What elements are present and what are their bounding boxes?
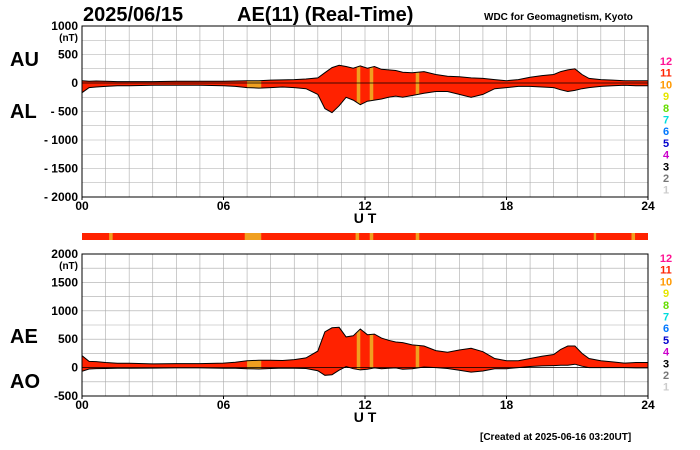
ae-ao-xtick-label: 06 [217,398,231,412]
au-al-series-al [81,84,648,114]
au-al-xtick-label: 24 [641,199,655,213]
ae-ao-station-count-11: 11 [660,265,672,277]
ae-ao-ytick-label: 1000 [51,304,78,318]
ae-ao-station-count-3: 3 [663,358,669,370]
ae-ao-station-band [415,327,420,376]
au-al-station-count-3: 3 [663,161,669,173]
ae-ao-xtick-label: 12 [358,398,372,412]
ae-ao-station-count-4: 4 [663,347,670,359]
station-status-segment [355,233,360,240]
ao-label: AO [10,371,40,393]
chart-date: 2025/06/15 [83,4,184,26]
au-al-station-count-5: 5 [663,138,669,150]
ae-ao-station-count-1: 1 [663,382,669,394]
station-status-segment [593,233,597,240]
ae-ao-ytick-label: 2000 [51,247,78,261]
au-al-station-count-10: 10 [660,79,672,91]
au-al-station-count-9: 9 [663,91,669,103]
ae-ao-station-count-12: 12 [660,253,672,265]
organization-label: WDC for Geomagnetism, Kyoto [484,12,633,23]
au-al-ytick-label: 1000 [51,19,78,33]
chart-title: AE(11) (Real-Time) [237,4,414,26]
ae-ao-xtick-label: 00 [75,398,89,412]
au-al-station-count-1: 1 [663,185,669,197]
au-al-ytick-label: 500 [58,48,78,62]
au-al-ytick-label: - 1500 [44,162,78,176]
ae-ao-station-band [369,327,374,376]
station-status-segment [415,233,420,240]
au-al-station-count-4: 4 [663,150,670,162]
ae-ao-xtick-label: 18 [500,398,514,412]
ae-ao-ytick-label: 1500 [51,275,78,289]
ae-ao-ytick-label: 0 [71,361,78,375]
ae-ao-station-count-7: 7 [663,312,669,324]
created-timestamp: [Created at 2025-06-16 03:20UT] [480,432,632,443]
au-al-xtick-label: 00 [75,199,89,213]
ae-ao-station-count-6: 6 [663,323,669,335]
ae-label: AE [10,326,38,348]
au-al-station-band [356,65,361,113]
au-al-station-count-12: 12 [660,56,672,68]
au-al-series-au [81,64,648,83]
ae-ao-station-count-5: 5 [663,335,669,347]
au-al-ytick-label: 0 [71,76,78,90]
ae-ao-station-count-10: 10 [660,276,672,288]
au-al-ytick-label: - 500 [51,105,79,119]
au-al-xtick-label: 06 [217,199,231,213]
ae-ao-unit-label: (nT) [59,261,78,272]
ae-ao-series-ao [81,363,648,376]
ae-ao-xaxis-label: U T [354,409,377,425]
ae-ao-station-band [356,327,361,376]
station-status-bar [82,233,648,240]
ae-ao-station-count-9: 9 [663,288,669,300]
au-al-unit-label: (nT) [59,33,78,44]
au-al-station-band [415,65,420,113]
au-al-ytick-label: - 2000 [44,190,78,204]
al-label: AL [10,101,37,123]
au-al-station-count-6: 6 [663,126,669,138]
ae-ao-xtick-label: 24 [641,398,655,412]
station-status-segment [369,233,374,240]
station-status-segment [631,233,636,240]
au-al-xaxis-label: U T [354,210,377,226]
au-al-station-count-8: 8 [663,103,669,115]
au-al-station-count-2: 2 [663,173,669,185]
au-al-xtick-label: 12 [358,199,372,213]
au-al-ytick-label: - 1000 [44,133,78,147]
station-status-segment [109,233,113,240]
ae-ao-series-ae [81,326,648,365]
au-al-xtick-label: 18 [500,199,514,213]
ae-ao-ytick-label: 500 [58,332,78,346]
station-status-segment [244,233,262,240]
au-label: AU [10,49,39,71]
ae-ao-station-count-8: 8 [663,300,669,312]
au-al-station-count-11: 11 [660,68,672,80]
ae-ao-ytick-label: -500 [54,389,78,403]
au-al-station-count-7: 7 [663,115,669,127]
au-al-envelope [82,65,648,113]
ae-ao-station-count-2: 2 [663,370,669,382]
au-al-station-band [369,65,374,113]
